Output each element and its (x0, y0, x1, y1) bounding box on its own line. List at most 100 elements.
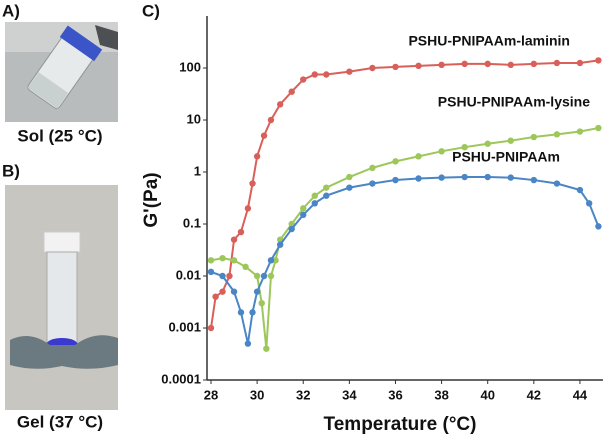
x-tick-label: 28 (204, 387, 218, 402)
data-point (258, 299, 265, 307)
data-point (553, 180, 561, 187)
data-point (346, 68, 353, 75)
data-point (461, 60, 468, 68)
y-tick-label: 0.01 (176, 267, 201, 282)
data-point (276, 101, 284, 108)
data-point (530, 176, 538, 184)
data-point (415, 175, 422, 182)
series-label: PSHU-PNIPAAm-laminin (408, 33, 570, 49)
x-tick-label: 40 (480, 387, 494, 402)
data-point (415, 153, 422, 160)
panel-label: A) (2, 1, 20, 20)
data-point (461, 173, 468, 181)
data-point (346, 184, 353, 191)
data-point (219, 272, 226, 280)
data-point (260, 272, 268, 280)
data-point (323, 71, 330, 78)
panel-label: B) (2, 161, 20, 180)
data-point (244, 205, 252, 212)
data-point (276, 241, 284, 248)
data-point (267, 257, 275, 264)
x-tick-label: 44 (573, 387, 588, 402)
y-tick-label: 100 (179, 59, 201, 74)
series-label: PSHU-PNIPAAm-lysine (438, 94, 590, 110)
data-point (507, 137, 514, 144)
data-point (237, 228, 245, 236)
data-point (484, 60, 491, 68)
y-tick-label: 0.0001 (161, 371, 201, 386)
data-point (438, 174, 445, 181)
data-point (219, 288, 226, 295)
data-point (392, 176, 399, 184)
y-tick-label: 0.001 (168, 319, 201, 334)
data-point (576, 186, 584, 194)
photo-gel (5, 185, 118, 410)
data-point (507, 61, 514, 69)
data-point (530, 133, 538, 141)
data-point (438, 61, 445, 69)
panel-label: C) (142, 1, 160, 20)
data-point (311, 192, 318, 199)
data-point (288, 225, 295, 233)
x-tick-label: 32 (296, 387, 310, 402)
data-point (300, 211, 307, 219)
data-point (576, 128, 584, 135)
data-point (300, 76, 307, 83)
data-point (369, 164, 376, 172)
data-point (244, 340, 252, 347)
data-point (595, 57, 602, 64)
data-point (253, 288, 261, 295)
data-point (461, 143, 468, 151)
data-point (346, 173, 353, 181)
data-point (369, 180, 376, 187)
y-tick-label: 0.1 (183, 215, 201, 230)
data-point (207, 268, 215, 276)
data-point (484, 173, 491, 181)
data-point (267, 272, 275, 280)
data-point (288, 88, 295, 95)
data-point (530, 60, 538, 68)
data-point (553, 59, 561, 67)
x-tick-label: 38 (434, 387, 448, 402)
data-point (263, 345, 270, 352)
data-point (595, 124, 602, 132)
data-point (242, 263, 249, 271)
data-point (249, 180, 256, 187)
data-point (585, 200, 593, 207)
data-point (392, 63, 399, 71)
data-point (230, 236, 238, 243)
series-label: PSHU-PNIPAAm (452, 149, 560, 165)
data-point (323, 184, 330, 191)
data-point (272, 257, 279, 264)
data-point (369, 64, 376, 72)
x-tick-label: 42 (527, 387, 541, 402)
data-point (207, 324, 215, 332)
data-point (253, 272, 261, 280)
data-point (415, 62, 422, 70)
data-point (226, 272, 233, 280)
data-point (438, 148, 445, 155)
data-point (323, 192, 330, 199)
data-point (507, 174, 514, 181)
series-line (210, 127, 599, 349)
data-point (553, 131, 561, 138)
data-point (392, 158, 399, 165)
y-tick-label: 1 (194, 163, 201, 178)
x-tick-label: 36 (388, 387, 402, 402)
data-point (219, 254, 226, 262)
data-point (212, 293, 219, 300)
photo-caption: Gel (37 °C) (17, 412, 103, 431)
data-point (253, 153, 261, 160)
data-point (595, 223, 602, 230)
data-point (249, 309, 256, 316)
x-axis-title: Temperature (°C) (324, 414, 477, 435)
x-tick-label: 34 (342, 387, 357, 402)
data-point (230, 257, 238, 264)
photo-sol (5, 22, 118, 122)
data-point (576, 59, 584, 67)
data-point (207, 257, 215, 264)
data-point (237, 309, 245, 316)
y-tick-label: 10 (187, 111, 201, 126)
data-point (267, 116, 275, 124)
